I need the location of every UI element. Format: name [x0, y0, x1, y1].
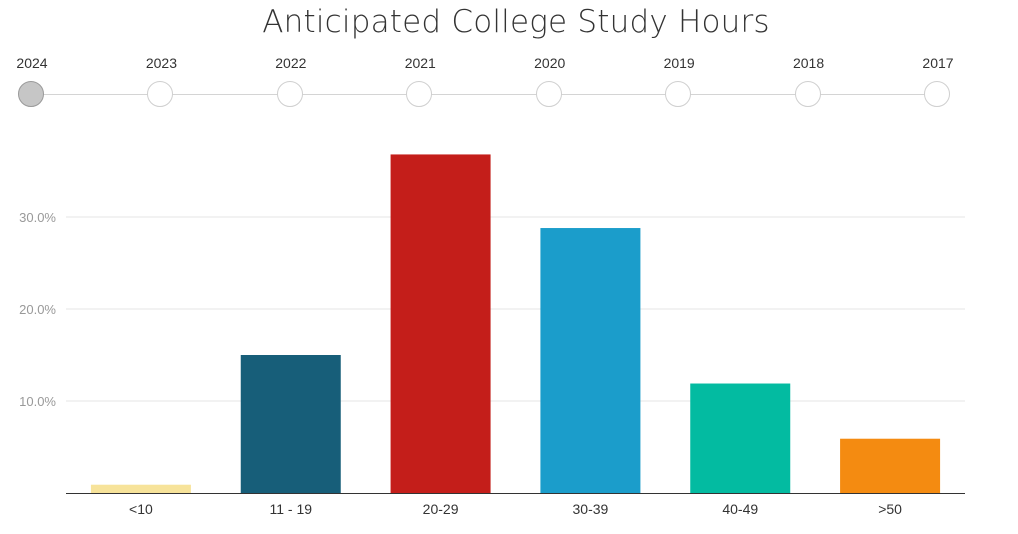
- timeline-year-label: 2021: [404, 55, 436, 71]
- x-tick-label: >50: [878, 501, 902, 517]
- bar-5[interactable]: [690, 383, 791, 493]
- timeline-year-dot[interactable]: [18, 81, 44, 107]
- timeline-year-dot[interactable]: [924, 81, 950, 107]
- timeline-year-2019[interactable]: 2019: [649, 55, 709, 115]
- timeline-year-dot[interactable]: [147, 81, 174, 107]
- timeline-year-2021[interactable]: 2021: [390, 55, 450, 115]
- timeline-year-2017[interactable]: 2017: [908, 55, 968, 115]
- timeline-year-dot[interactable]: [535, 81, 562, 107]
- y-tick-label: 10.0%: [19, 394, 56, 409]
- timeline-year-2024[interactable]: 2024: [2, 55, 62, 115]
- timeline-year-label: 2024: [16, 55, 48, 71]
- x-tick-label: 40-49: [722, 501, 758, 517]
- timeline-year-2018[interactable]: 2018: [779, 55, 839, 115]
- timeline-year-2022[interactable]: 2022: [261, 55, 321, 115]
- x-tick-label: 30-39: [573, 501, 609, 517]
- y-tick-label: 20.0%: [19, 302, 56, 317]
- timeline-year-label: 2023: [145, 55, 177, 71]
- timeline-year-dot[interactable]: [276, 81, 303, 107]
- year-timeline: 2024 2023 2022 2021 2020 2019 2018 2017: [0, 0, 1018, 120]
- bar-3[interactable]: [390, 154, 491, 493]
- timeline-year-dot[interactable]: [406, 81, 433, 107]
- bar-4[interactable]: [540, 228, 641, 494]
- timeline-track: [32, 94, 938, 95]
- y-tick-label: 30.0%: [19, 210, 56, 225]
- bar-6[interactable]: [840, 438, 941, 493]
- timeline-year-label: 2018: [792, 55, 825, 71]
- chart-title: Anticipated College Study Hours: [262, 4, 770, 40]
- timeline-year-label: 2019: [663, 55, 695, 71]
- timeline-year-label: 2022: [275, 55, 307, 71]
- bar-2[interactable]: [240, 355, 341, 493]
- timeline-year-2020[interactable]: 2020: [520, 55, 580, 115]
- timeline-year-dot[interactable]: [665, 81, 692, 107]
- timeline-year-2023[interactable]: 2023: [131, 55, 191, 115]
- x-tick-label: 20-29: [423, 501, 459, 517]
- timeline-year-label: 2017: [922, 55, 954, 71]
- x-tick-label: 11 - 19: [269, 501, 312, 517]
- timeline-year-dot[interactable]: [794, 81, 821, 107]
- timeline-year-label: 2020: [534, 55, 566, 71]
- x-tick-label: <10: [129, 501, 153, 517]
- bar-1[interactable]: [90, 484, 191, 493]
